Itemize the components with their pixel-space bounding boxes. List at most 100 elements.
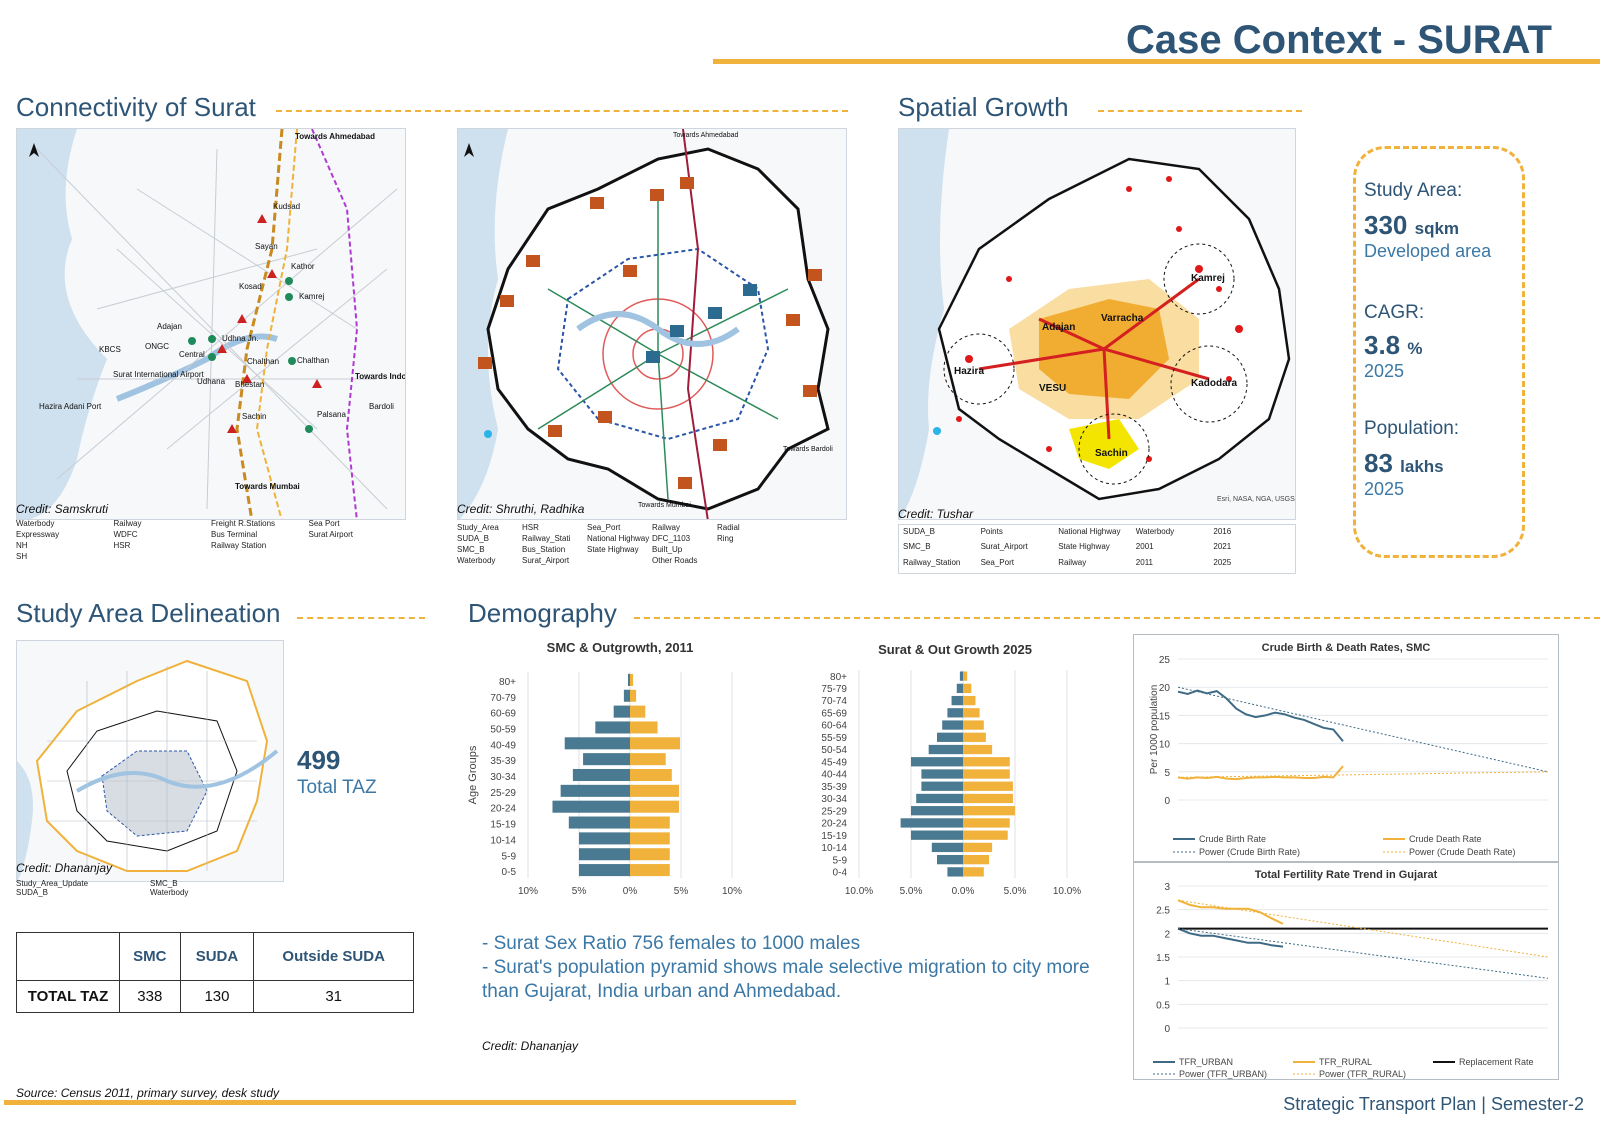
map1-legend: Waterbody Railway Freight R.Stations Sea… xyxy=(16,519,406,561)
birth-death-chart: 0 5 10 15 20 25 Per 1000 population Crude Birth… xyxy=(1149,656,1549,857)
place-label: KBCS xyxy=(99,345,121,354)
legend-label: TFR_RURAL xyxy=(1319,1057,1372,1067)
demography-credit: Credit: Dhananjay xyxy=(482,1039,579,1053)
legend-item: NH xyxy=(16,541,28,550)
bar-male xyxy=(911,806,963,816)
x-tick-label: 10.0% xyxy=(1053,886,1081,897)
growth-arrows xyxy=(978,277,1210,440)
y-tick-label: 15 xyxy=(1159,711,1171,722)
zone-markers-inner xyxy=(646,284,757,363)
place-label: Towards Ahmedabad xyxy=(295,132,375,141)
legend-item: Sea Port xyxy=(308,519,340,528)
legend-item: 2021 xyxy=(1213,542,1232,552)
legend-item: Sea_Port xyxy=(980,557,1014,567)
legend-item: Railway xyxy=(113,519,142,528)
legend-item: SUDA_B xyxy=(16,888,49,897)
map2-credit: Credit: Shruthi, Radhika xyxy=(457,502,585,516)
source-note: Source: Census 2011, primary survey, des… xyxy=(16,1086,280,1100)
sea-area xyxy=(458,129,508,519)
bar-male xyxy=(928,744,963,755)
bar-male xyxy=(911,830,963,840)
bar-male xyxy=(911,757,963,767)
connectivity-map: Towards Ahmedabad Kudsad Sayan Kathor Ko… xyxy=(16,128,406,520)
tfr-chart-frame xyxy=(1133,862,1559,1080)
place-label: Sachin xyxy=(242,412,266,421)
line2-title: Total Fertility Rate Trend in Gujarat xyxy=(1254,869,1438,881)
legend-item: HSR xyxy=(113,541,131,550)
legend-item: Ring xyxy=(717,534,734,543)
y-tick-label: 0-5 xyxy=(502,867,517,878)
footer-underline xyxy=(4,1100,796,1105)
cagr-label: CAGR: xyxy=(1364,302,1425,323)
tfr-chart: 0 0.5 1 1.5 2 2.5 3 TFR_URBAN TFR_RURAL Replaceme… xyxy=(1153,882,1549,1079)
place-label: Udhna Jn. xyxy=(222,334,258,343)
course-label: Strategic Transport Plan | Semester-2 xyxy=(1283,1094,1584,1114)
y-tick-label: 0-4 xyxy=(833,868,848,879)
table-header-cell xyxy=(16,932,120,981)
smc-boundary xyxy=(556,247,770,441)
north-arrow-icon xyxy=(29,143,39,157)
bar-male xyxy=(583,753,630,766)
section-divider xyxy=(276,110,848,112)
direction-label: Towards Bardoli xyxy=(783,446,833,453)
legend-item: Sea_Port xyxy=(587,523,621,532)
bar-female xyxy=(630,864,670,877)
legend-item: SMC_B xyxy=(903,542,931,552)
y-tick-label: 20-24 xyxy=(490,804,516,815)
demography-notes: - Surat Sex Ratio 756 females to 1000 ma… xyxy=(482,932,1102,1004)
note-item: - Surat Sex Ratio 756 females to 1000 ma… xyxy=(482,933,861,954)
pyramid-2025-chart: 10.0% 5.0% 0.0% 5.0% 10.0% 0-4 5-910-1415-1920… xyxy=(821,670,1081,897)
legend-item: National Highway xyxy=(1058,527,1121,536)
study-area-sub: Developed area xyxy=(1364,241,1492,261)
railway-stations xyxy=(217,214,322,433)
y-tick-label: 75-79 xyxy=(821,684,847,695)
map3-credit: Credit: Tushar xyxy=(898,507,974,521)
legend-label: TFR_URBAN xyxy=(1179,1057,1233,1067)
y-tick-label: 1 xyxy=(1164,977,1170,988)
population-label: Population: xyxy=(1364,418,1460,439)
y-tick-label: 70-79 xyxy=(490,693,516,704)
bar-female xyxy=(963,757,1010,767)
y-tick-label: 10-14 xyxy=(821,843,847,854)
y-tick-label: 20-24 xyxy=(821,819,847,830)
bar-female xyxy=(963,732,986,742)
legend-item: State Highway xyxy=(587,545,639,554)
bar-female xyxy=(630,737,680,750)
study-area-label: Study Area: xyxy=(1364,180,1463,201)
bar-male xyxy=(572,768,630,782)
bar-male xyxy=(568,816,630,829)
legend-item: National Highway xyxy=(587,534,650,543)
series-line xyxy=(1177,928,1549,979)
y-tick-label: 5 xyxy=(1164,768,1170,779)
bar-male xyxy=(921,781,963,791)
bar-male xyxy=(921,769,963,779)
bar-female xyxy=(630,800,679,813)
legend-item: Study_Area xyxy=(457,523,499,532)
legend-item: SMC_B xyxy=(150,879,178,888)
taz-count: 499 xyxy=(297,745,341,775)
sea-area xyxy=(17,761,33,881)
legend-item: 2001 xyxy=(1135,542,1154,552)
pyramid2-title: Surat & Out Growth 2025 xyxy=(878,642,1032,657)
sea-port-icon xyxy=(933,427,941,435)
built-up-2011 xyxy=(1069,419,1139,469)
place-label: Sayan xyxy=(255,242,278,251)
line1-title: Crude Birth & Death Rates, SMC xyxy=(1261,642,1431,654)
place-label: Kosad xyxy=(239,282,262,291)
road-network xyxy=(36,148,398,510)
bar-female xyxy=(963,854,989,865)
x-tick-label: 5% xyxy=(674,886,689,897)
bar-female xyxy=(630,848,670,861)
legend-item: Waterbody xyxy=(150,888,189,897)
place-label: Kamrej xyxy=(299,292,325,301)
bar-female xyxy=(963,867,984,877)
direction-label: Towards Ahmedabad xyxy=(673,132,738,139)
bar-male xyxy=(564,737,630,750)
y-tick-label: 70-74 xyxy=(821,696,847,707)
legend-item: HSR xyxy=(522,523,539,532)
x-tick-label: 10.0% xyxy=(845,886,873,897)
y-tick-label: 40-44 xyxy=(821,770,847,781)
x-tick-label: 5% xyxy=(572,886,587,897)
growth-2025-dots xyxy=(956,176,1243,462)
river xyxy=(115,333,278,402)
